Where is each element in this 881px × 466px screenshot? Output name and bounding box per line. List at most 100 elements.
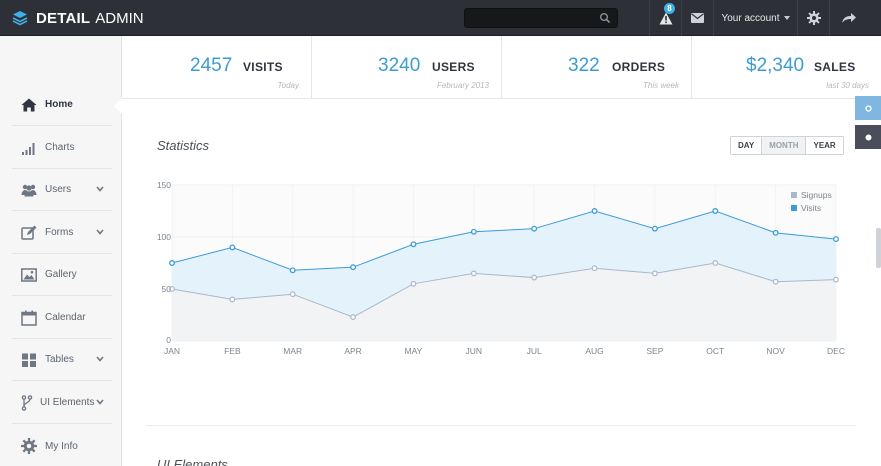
data-point-signups [833, 276, 839, 283]
gear-icon [806, 11, 821, 25]
alert-icon [659, 12, 672, 24]
stat-users: 3240 USERS February 2013 [312, 36, 502, 99]
chevron-down-icon [96, 399, 104, 405]
range-day-button[interactable]: DAY [731, 137, 763, 154]
scrollbar[interactable] [876, 228, 881, 268]
series-line-signups [171, 262, 837, 318]
sidebar-item-forms[interactable]: Forms [12, 212, 112, 254]
data-point-signups [652, 270, 658, 277]
calendar-icon [21, 310, 37, 326]
settings-button[interactable] [797, 0, 829, 36]
data-point-visits [289, 267, 296, 274]
home-icon [21, 98, 37, 111]
stat-label: SALES [814, 60, 856, 74]
x-tick-label: APR [344, 346, 361, 356]
sidebar-item-charts[interactable]: Charts [12, 127, 112, 169]
legend-swatch-visits [791, 205, 797, 211]
account-menu[interactable]: Your account [713, 0, 797, 36]
active-indicator [114, 97, 123, 115]
data-point-signups [591, 265, 598, 272]
x-tick-label: JUN [466, 346, 483, 356]
data-point-visits [229, 244, 236, 251]
section-divider [146, 425, 856, 426]
search-icon[interactable] [599, 12, 611, 24]
sidebar-item-gallery[interactable]: Gallery [12, 254, 112, 296]
data-point-signups [712, 260, 719, 266]
x-tick-label: MAR [283, 346, 302, 356]
main-content: 2457 VISITS Today 3240 USERS February 20… [122, 36, 881, 466]
sidebar-item-tables[interactable]: Tables [12, 339, 112, 381]
data-point-signups [531, 274, 538, 281]
sidebar: Home Charts Users Forms [0, 36, 122, 466]
theme-dark-button[interactable] [855, 125, 881, 149]
stat-orders: 322 ORDERS This week [502, 36, 692, 99]
circle-filled-icon [865, 134, 871, 140]
brand-logo[interactable]: DETAIL ADMIN [12, 0, 144, 36]
data-point-signups [229, 296, 236, 303]
stat-sales: $2,340 SALES last 30 days [692, 36, 881, 99]
x-tick-label: DEC [827, 346, 845, 356]
y-tick-label: 0 [166, 335, 171, 345]
sidebar-item-ui-elements[interactable]: UI Elements [12, 382, 112, 424]
data-point-signups [350, 314, 356, 320]
data-point-visits [712, 208, 719, 214]
x-tick-label: JUL [527, 346, 542, 356]
range-year-button[interactable]: YEAR [806, 137, 843, 154]
sidebar-item-label: Forms [45, 227, 74, 238]
messages-button[interactable] [681, 0, 713, 36]
search-input[interactable] [465, 10, 595, 28]
fork-icon [21, 394, 33, 411]
sidebar-item-users[interactable]: Users [12, 169, 112, 211]
sidebar-item-label: Charts [45, 142, 75, 153]
x-tick-label: MAY [405, 346, 423, 356]
data-point-signups [289, 291, 296, 298]
envelope-icon [691, 13, 704, 23]
stat-subtitle: This week [642, 81, 679, 90]
data-point-visits [772, 229, 779, 236]
stat-visits: 2457 VISITS Today [122, 36, 312, 99]
data-point-signups [772, 278, 779, 285]
data-point-visits [410, 241, 417, 248]
stat-subtitle: last 30 days [826, 81, 869, 90]
share-arrow-icon [841, 13, 856, 23]
y-tick-label: 150 [157, 180, 171, 190]
layers-icon [12, 11, 28, 26]
logout-button[interactable] [829, 0, 867, 36]
theme-light-button[interactable] [855, 96, 881, 120]
x-tick-label: AUG [585, 346, 603, 356]
data-point-signups [169, 286, 175, 292]
x-tick-label: NOV [766, 346, 785, 356]
brand-name-bold: DETAIL [36, 9, 91, 27]
series-line-visits [171, 210, 837, 271]
top-bar: DETAIL ADMIN 8 Your account [0, 0, 881, 36]
data-point-visits [591, 208, 598, 214]
notification-badge: 8 [664, 3, 675, 14]
sidebar-item-home[interactable]: Home [12, 84, 112, 126]
statistics-chart: 0 50 100 150 JAN FEB MAR APR MAY JUN JUL AUG SEP OCT N… [157, 180, 845, 356]
legend-label-visits: Visits [801, 203, 821, 213]
data-point-signups [470, 270, 477, 277]
grid-icon [22, 353, 36, 367]
stat-subtitle: February 2013 [436, 81, 489, 90]
stat-value: 322 [568, 55, 600, 76]
y-tick-label: 100 [157, 232, 171, 242]
range-month-button[interactable]: MONTH [762, 137, 807, 154]
y-tick-label: 50 [162, 284, 172, 294]
notifications-button[interactable]: 8 [649, 0, 681, 36]
chevron-down-icon [96, 186, 104, 192]
search-box [464, 8, 618, 28]
series-area-signups [172, 263, 836, 341]
data-point-signups [410, 280, 417, 287]
legend-swatch-signups [791, 192, 797, 198]
sidebar-item-label: Gallery [45, 269, 77, 280]
sidebar-item-my-info[interactable]: My Info [12, 425, 112, 466]
stat-subtitle: Today [277, 81, 300, 90]
data-point-visits [833, 236, 839, 243]
sidebar-item-calendar[interactable]: Calendar [12, 297, 112, 339]
stat-label: ORDERS [612, 60, 666, 74]
edit-icon [21, 225, 37, 240]
x-tick-label: FEB [224, 346, 241, 356]
gear-icon [21, 438, 37, 454]
users-icon [21, 184, 37, 196]
account-label: Your account [721, 12, 780, 24]
